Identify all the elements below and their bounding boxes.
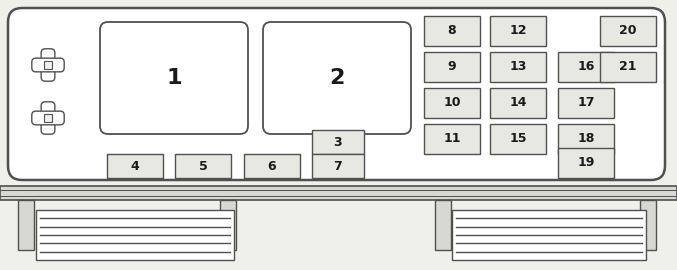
Bar (435, 200, 451, 250)
Bar (558, 52, 614, 82)
Bar (424, 16, 480, 46)
FancyBboxPatch shape (100, 22, 248, 134)
Bar (424, 88, 480, 118)
Bar (490, 124, 546, 154)
Bar (490, 16, 546, 46)
Text: 2: 2 (329, 68, 345, 88)
Bar (600, 52, 656, 82)
Bar (0, 186, 677, 200)
Text: 9: 9 (447, 60, 456, 73)
Bar (312, 130, 364, 154)
FancyBboxPatch shape (8, 8, 665, 180)
Bar (244, 154, 300, 178)
Text: 3: 3 (334, 136, 343, 148)
Bar (558, 88, 614, 118)
FancyBboxPatch shape (263, 22, 411, 134)
Text: 20: 20 (619, 25, 637, 38)
Text: 17: 17 (577, 96, 595, 110)
FancyBboxPatch shape (32, 111, 64, 125)
FancyBboxPatch shape (32, 58, 64, 72)
Bar (312, 154, 364, 178)
Text: 13: 13 (509, 60, 527, 73)
Bar (107, 154, 163, 178)
Text: 4: 4 (131, 160, 139, 173)
Text: 16: 16 (577, 60, 594, 73)
Text: 1: 1 (167, 68, 181, 88)
Text: 12: 12 (509, 25, 527, 38)
Bar (45, 61, 51, 69)
Bar (220, 200, 236, 250)
Bar (175, 154, 231, 178)
Bar (45, 114, 51, 122)
Bar (452, 210, 646, 260)
Bar (640, 200, 656, 250)
Text: 6: 6 (267, 160, 276, 173)
Text: 5: 5 (198, 160, 207, 173)
Bar (36, 210, 234, 260)
FancyBboxPatch shape (41, 49, 55, 81)
Text: 18: 18 (577, 133, 594, 146)
Text: 21: 21 (619, 60, 637, 73)
Bar (424, 52, 480, 82)
Bar (424, 124, 480, 154)
Bar (490, 52, 546, 82)
FancyBboxPatch shape (41, 102, 55, 134)
Bar (18, 200, 34, 250)
Text: 19: 19 (577, 157, 594, 170)
Text: 15: 15 (509, 133, 527, 146)
Bar (490, 88, 546, 118)
Text: 14: 14 (509, 96, 527, 110)
Bar (600, 16, 656, 46)
Bar (558, 124, 614, 154)
Text: 10: 10 (443, 96, 461, 110)
Bar (558, 148, 614, 178)
Text: 8: 8 (447, 25, 456, 38)
Text: 11: 11 (443, 133, 461, 146)
Text: 7: 7 (334, 160, 343, 173)
